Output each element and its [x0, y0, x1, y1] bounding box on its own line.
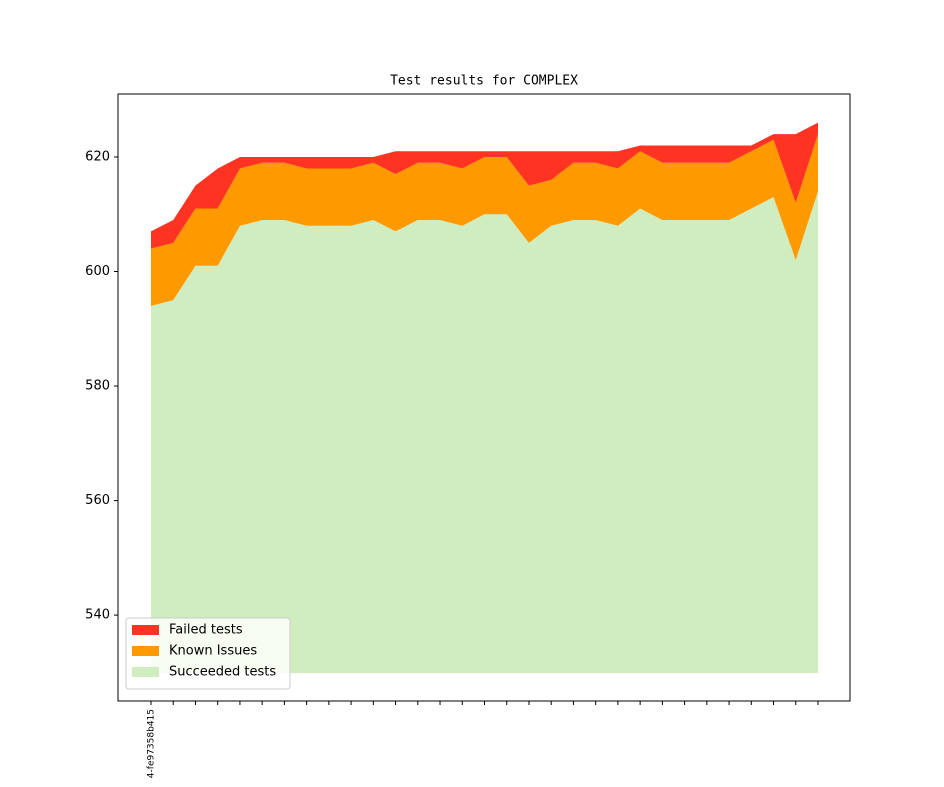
- y-tick-label: 540: [85, 608, 110, 623]
- y-tick-label: 620: [85, 149, 110, 164]
- legend-swatch: [132, 625, 159, 635]
- area: [151, 134, 818, 306]
- legend-label: Succeeded tests: [169, 665, 276, 680]
- legend-swatch: [132, 667, 159, 677]
- legend-box: [125, 617, 291, 690]
- legend-swatch: [132, 646, 159, 656]
- legend-label: Failed tests: [169, 623, 243, 638]
- y-tick-label: 560: [85, 493, 110, 508]
- area: [151, 191, 818, 673]
- chart-title: Test results for COMPLEX: [390, 74, 578, 89]
- legend-label: Known Issues: [169, 644, 257, 659]
- area: [151, 122, 818, 249]
- y-tick-label: 600: [85, 264, 110, 279]
- y-tick-label: 580: [85, 379, 110, 394]
- x-tick-label: 4-fe97358b415: [147, 709, 157, 778]
